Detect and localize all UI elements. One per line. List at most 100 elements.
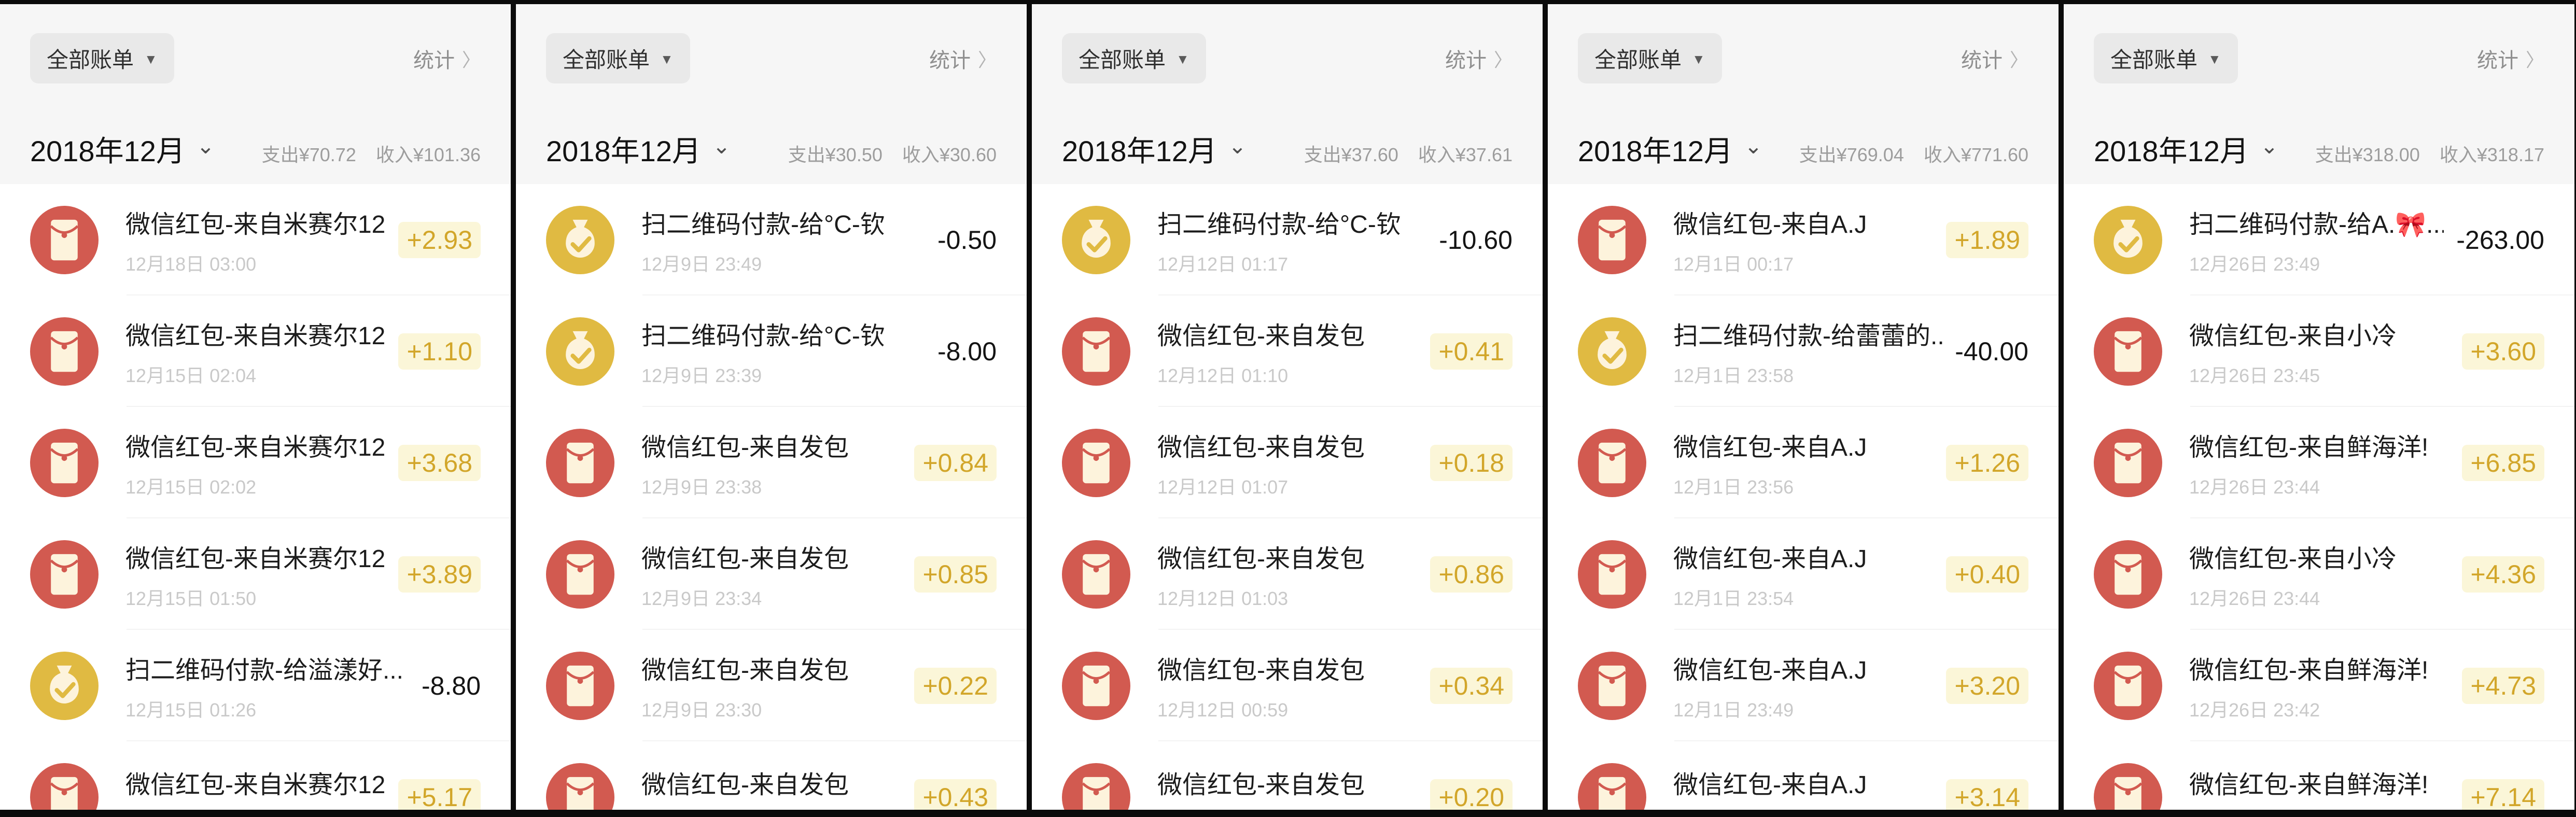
transaction-amount: -263.00 [2456, 225, 2544, 255]
red-envelope-icon [30, 763, 99, 810]
transaction-title: 扫二维码付款-给°C-钦 [641, 322, 885, 350]
transaction-date: 12月15日 02:04 [125, 364, 257, 386]
transaction-row[interactable]: 微信红包-来自发包 +0.43 [516, 741, 1027, 810]
transaction-row[interactable]: 微信红包-来自小冷 12月26日 23:44 +4.36 [2064, 518, 2574, 630]
statistics-link[interactable]: 统计 〉 [1445, 44, 1513, 74]
transaction-row[interactable]: 微信红包-来自小冷 12月26日 23:45 +3.60 [2064, 295, 2574, 407]
transaction-text: 微信红包-来自发包 12月12日 01:07 [1157, 427, 1418, 499]
transaction-title: 微信红包-来自发包 [1157, 322, 1365, 350]
transaction-date: 12月9日 23:30 [641, 699, 762, 721]
panel-header: 全部账单 ▼ 统计 〉 2018年12月 ⌄ 支出¥769.04 收入¥771.… [1548, 4, 2059, 184]
red-envelope-icon [1578, 763, 1646, 810]
transaction-row[interactable]: 微信红包-来自米赛尔12-... +5.17 [0, 741, 511, 810]
transaction-title: 微信红包-来自发包 [1157, 656, 1365, 684]
transaction-amount: +0.22 [914, 667, 997, 704]
transaction-title: 微信红包-来自A.J [1673, 771, 1867, 799]
transaction-amount: +0.20 [1430, 779, 1513, 810]
transaction-amount: +3.20 [1946, 667, 2028, 704]
filter-row: 全部账单 ▼ 统计 〉 [30, 33, 481, 83]
month-selector[interactable]: 2018年12月 ⌄ [30, 128, 215, 170]
transaction-row[interactable]: 扫二维码付款-给溢漾好... 12月15日 01:26 -8.80 [0, 630, 511, 741]
month-label: 2018年12月 [30, 135, 185, 167]
transaction-row[interactable]: 扫二维码付款-给°C-钦 12月9日 23:39 -8.00 [516, 295, 1027, 407]
transaction-row[interactable]: 微信红包-来自米赛尔12-... 12月15日 01:50 +3.89 [0, 518, 511, 630]
transaction-title: 微信红包-来自鲜海洋! [2189, 656, 2429, 684]
month-selector[interactable]: 2018年12月 ⌄ [2094, 128, 2278, 170]
transaction-row[interactable]: 微信红包-来自A.J +3.14 [1548, 741, 2059, 810]
month-selector[interactable]: 2018年12月 ⌄ [1578, 128, 1762, 170]
all-bills-filter-button[interactable]: 全部账单 ▼ [1062, 33, 1206, 83]
red-envelope-icon [30, 540, 99, 609]
transaction-row[interactable]: 扫二维码付款-给蕾蕾的... 12月1日 23:58 -40.00 [1548, 295, 2059, 407]
transaction-row[interactable]: 微信红包-来自鲜海洋! +7.14 [2064, 741, 2574, 810]
statistics-link[interactable]: 统计 〉 [1961, 44, 2028, 74]
statistics-link[interactable]: 统计 〉 [929, 44, 997, 74]
transaction-text: 微信红包-来自鲜海洋! 12月26日 23:44 [2189, 427, 2449, 499]
all-bills-filter-button[interactable]: 全部账单 ▼ [1578, 33, 1722, 83]
all-bills-filter-button[interactable]: 全部账单 ▼ [546, 33, 690, 83]
transaction-row[interactable]: 扫二维码付款-给A.🎀... 12月26日 23:49 -263.00 [2064, 184, 2574, 295]
transaction-row[interactable]: 微信红包-来自发包 12月9日 23:30 +0.22 [516, 630, 1027, 741]
transaction-amount: -8.00 [937, 336, 997, 366]
transaction-text: 微信红包-来自A.J 12月1日 00:17 [1673, 204, 1934, 276]
transaction-date: 12月9日 23:34 [641, 587, 762, 609]
filter-row: 全部账单 ▼ 统计 〉 [546, 33, 997, 83]
red-envelope-icon [1578, 205, 1646, 274]
month-summary: 支出¥70.72 收入¥101.36 [262, 140, 481, 167]
transaction-text: 扫二维码付款-给°C-钦 12月12日 01:17 [1157, 204, 1426, 276]
all-bills-filter-button[interactable]: 全部账单 ▼ [30, 33, 174, 83]
red-envelope-icon [1062, 317, 1130, 386]
transaction-date: 12月26日 23:42 [2189, 699, 2320, 721]
transaction-row[interactable]: 微信红包-来自发包 +0.20 [1032, 741, 1543, 810]
transaction-title: 微信红包-来自发包 [1157, 545, 1365, 573]
transaction-row[interactable]: 微信红包-来自A.J 12月1日 23:56 +1.26 [1548, 407, 2059, 518]
month-selector[interactable]: 2018年12月 ⌄ [546, 128, 731, 170]
transaction-date: 12月12日 01:10 [1157, 364, 1289, 386]
transaction-amount: +3.14 [1946, 779, 2028, 810]
transaction-row[interactable]: 微信红包-来自A.J 12月1日 00:17 +1.89 [1548, 184, 2059, 295]
transaction-date: 12月9日 23:49 [641, 253, 762, 275]
month-selector[interactable]: 2018年12月 ⌄ [1062, 128, 1247, 170]
transaction-row[interactable]: 扫二维码付款-给°C-钦 12月9日 23:49 -0.50 [516, 184, 1027, 295]
chevron-down-icon: ⌄ [1744, 134, 1763, 158]
all-bills-filter-button[interactable]: 全部账单 ▼ [2094, 33, 2238, 83]
transaction-row[interactable]: 微信红包-来自米赛尔12-... 12月18日 03:00 +2.93 [0, 184, 511, 295]
transaction-row[interactable]: 微信红包-来自A.J 12月1日 23:54 +0.40 [1548, 518, 2059, 630]
transaction-amount: +3.89 [398, 556, 481, 593]
transaction-amount: +0.85 [914, 556, 997, 593]
month-expense-total: 支出¥37.60 [1304, 144, 1398, 165]
transaction-list: 微信红包-来自A.J 12月1日 00:17 +1.89 扫二维码付款-给蕾蕾的… [1548, 184, 2059, 810]
transaction-row[interactable]: 微信红包-来自鲜海洋! 12月26日 23:44 +6.85 [2064, 407, 2574, 518]
money-bag-icon [546, 317, 614, 386]
transaction-row[interactable]: 微信红包-来自发包 12月12日 01:03 +0.86 [1032, 518, 1543, 630]
red-envelope-icon [30, 317, 99, 386]
transaction-row[interactable]: 微信红包-来自A.J 12月1日 23:49 +3.20 [1548, 630, 2059, 741]
red-envelope-icon [2094, 540, 2162, 609]
statistics-label: 统计 [2476, 49, 2518, 72]
statistics-link[interactable]: 统计 〉 [2477, 44, 2544, 74]
transaction-row[interactable]: 微信红包-来自发包 12月9日 23:38 +0.84 [516, 407, 1027, 518]
month-summary: 支出¥769.04 收入¥771.60 [1799, 140, 2028, 167]
transaction-date: 12月12日 00:59 [1157, 699, 1289, 721]
transaction-title: 微信红包-来自小冷 [2189, 545, 2397, 573]
month-income-total: 收入¥771.60 [1923, 144, 2028, 165]
filter-row: 全部账单 ▼ 统计 〉 [1062, 33, 1513, 83]
transaction-amount: -40.00 [1955, 336, 2028, 366]
statistics-link[interactable]: 统计 〉 [413, 44, 481, 74]
transaction-row[interactable]: 微信红包-来自发包 12月12日 00:59 +0.34 [1032, 630, 1543, 741]
transaction-row[interactable]: 微信红包-来自米赛尔12-... 12月15日 02:04 +1.10 [0, 295, 511, 407]
transaction-title: 微信红包-来自A.J [1673, 545, 1867, 573]
transaction-title: 微信红包-来自A.J [1673, 210, 1867, 238]
transaction-row[interactable]: 微信红包-来自发包 12月12日 01:10 +0.41 [1032, 295, 1543, 407]
transaction-row[interactable]: 扫二维码付款-给°C-钦 12月12日 01:17 -10.60 [1032, 184, 1543, 295]
transaction-row[interactable]: 微信红包-来自鲜海洋! 12月26日 23:42 +4.73 [2064, 630, 2574, 741]
transaction-text: 微信红包-来自鲜海洋! 12月26日 23:42 [2189, 650, 2449, 722]
transaction-row[interactable]: 微信红包-来自发包 12月12日 01:07 +0.18 [1032, 407, 1543, 518]
red-envelope-icon [546, 763, 614, 810]
transaction-title: 微信红包-来自发包 [641, 433, 849, 461]
transaction-text: 微信红包-来自小冷 12月26日 23:44 [2189, 538, 2449, 611]
transaction-row[interactable]: 微信红包-来自米赛尔12-... 12月15日 02:02 +3.68 [0, 407, 511, 518]
transaction-list: 扫二维码付款-给A.🎀... 12月26日 23:49 -263.00 微信红包… [2064, 184, 2574, 810]
transaction-row[interactable]: 微信红包-来自发包 12月9日 23:34 +0.85 [516, 518, 1027, 630]
transaction-date: 12月26日 23:44 [2189, 476, 2320, 498]
